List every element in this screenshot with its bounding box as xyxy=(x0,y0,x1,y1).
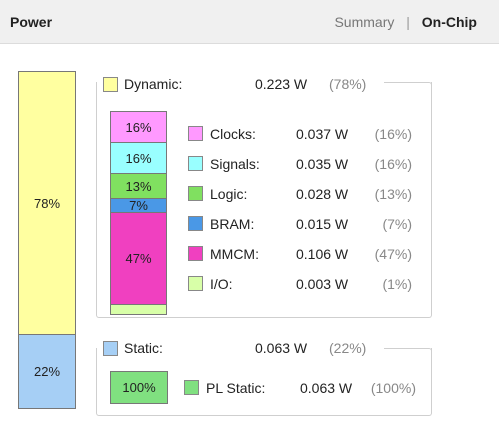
static-total-label: 22% xyxy=(33,364,61,379)
dynamic-bar-segment[interactable]: 16% xyxy=(110,142,167,174)
component-percent: (47%) xyxy=(374,246,412,262)
dynamic-component-row[interactable]: MMCM: 0.106 W (47%) xyxy=(188,244,428,264)
dynamic-bar-segment[interactable]: 7% xyxy=(110,198,167,213)
component-percent: (100%) xyxy=(370,380,416,396)
component-value: 0.063 W xyxy=(300,380,353,396)
dynamic-percent: (78%) xyxy=(329,76,367,92)
component-value: 0.035 W xyxy=(296,156,349,172)
component-percent: (13%) xyxy=(374,186,412,202)
component-name: MMCM: xyxy=(210,246,259,262)
component-name: BRAM: xyxy=(210,216,255,232)
component-value: 0.037 W xyxy=(296,126,349,142)
power-breakdown: 78% 22% Dynamic: 0.223 W (78%) 16% 16% 13%… xyxy=(0,44,499,430)
dynamic-group-header[interactable]: Dynamic: 0.223 W (78%) xyxy=(103,74,383,94)
component-swatch xyxy=(188,186,203,201)
component-swatch xyxy=(188,126,203,141)
component-value: 0.003 W xyxy=(296,276,349,292)
dynamic-component-row[interactable]: Clocks: 0.037 W (16%) xyxy=(188,124,428,144)
component-value: 0.028 W xyxy=(296,186,349,202)
dynamic-component-row[interactable]: I/O: 0.003 W (1%) xyxy=(188,274,428,294)
static-group-corner xyxy=(423,348,432,357)
dynamic-bar-segment-label: 47% xyxy=(125,251,152,266)
component-percent: (16%) xyxy=(374,126,412,142)
dynamic-group-frame xyxy=(96,82,432,318)
dynamic-name: Dynamic: xyxy=(124,76,183,92)
dynamic-bar-segment-label: 16% xyxy=(125,119,152,135)
dynamic-component-row[interactable]: BRAM: 0.015 W (7%) xyxy=(188,214,428,234)
tab-summary[interactable]: Summary xyxy=(334,14,395,30)
component-percent: (16%) xyxy=(374,156,412,172)
dynamic-bar-segment[interactable] xyxy=(110,304,167,315)
component-name: I/O: xyxy=(210,276,233,292)
view-tabs: Summary | On-Chip xyxy=(334,14,477,30)
component-value: 0.015 W xyxy=(296,216,349,232)
static-value: 0.063 W xyxy=(255,340,308,356)
dynamic-bar-segment[interactable]: 13% xyxy=(110,173,167,199)
dynamic-bar-segment[interactable]: 16% xyxy=(110,111,167,143)
component-swatch xyxy=(188,246,203,261)
static-swatch xyxy=(103,340,118,356)
dynamic-swatch xyxy=(103,76,118,92)
pl-static-swatch xyxy=(184,380,199,395)
dynamic-bar-segment-label: 16% xyxy=(125,150,152,166)
power-header: Power Summary | On-Chip xyxy=(0,0,499,44)
dynamic-bar-segment-label: 13% xyxy=(125,178,152,194)
component-name: PL Static: xyxy=(206,380,266,396)
component-percent: (1%) xyxy=(382,276,412,292)
dynamic-group-corner xyxy=(423,82,432,91)
dynamic-group-line xyxy=(384,82,424,83)
component-name: Clocks: xyxy=(210,126,256,142)
component-value: 0.106 W xyxy=(296,246,349,262)
dynamic-bar-segment-label: 7% xyxy=(129,198,148,213)
static-total-segment[interactable]: 22% xyxy=(18,334,76,409)
pl-static-bar[interactable]: 100% xyxy=(110,371,168,404)
dynamic-component-row[interactable]: Signals: 0.035 W (16%) xyxy=(188,154,428,174)
panel-title: Power xyxy=(10,14,53,30)
component-name: Logic: xyxy=(210,186,248,202)
dynamic-total-segment[interactable]: 78% xyxy=(18,71,76,335)
dynamic-total-label: 78% xyxy=(33,195,61,211)
static-component-row[interactable]: PL Static: 0.063 W (100%) xyxy=(184,378,424,398)
dynamic-component-row[interactable]: Logic: 0.028 W (13%) xyxy=(188,184,428,204)
component-name: Signals: xyxy=(210,156,260,172)
tab-on-chip[interactable]: On-Chip xyxy=(421,14,477,30)
dynamic-value: 0.223 W xyxy=(255,76,308,92)
static-name: Static: xyxy=(124,340,163,356)
static-group-header[interactable]: Static: 0.063 W (22%) xyxy=(103,338,383,358)
static-group-line xyxy=(384,348,424,349)
component-swatch xyxy=(188,276,203,291)
component-swatch xyxy=(188,156,203,171)
static-group-frame xyxy=(96,348,432,416)
dynamic-bar-segment[interactable]: 47% xyxy=(110,212,167,305)
tab-separator: | xyxy=(406,14,410,30)
static-percent: (22%) xyxy=(329,340,367,356)
pl-static-bar-label: 100% xyxy=(122,380,156,395)
component-swatch xyxy=(188,216,203,231)
component-percent: (7%) xyxy=(382,216,412,232)
